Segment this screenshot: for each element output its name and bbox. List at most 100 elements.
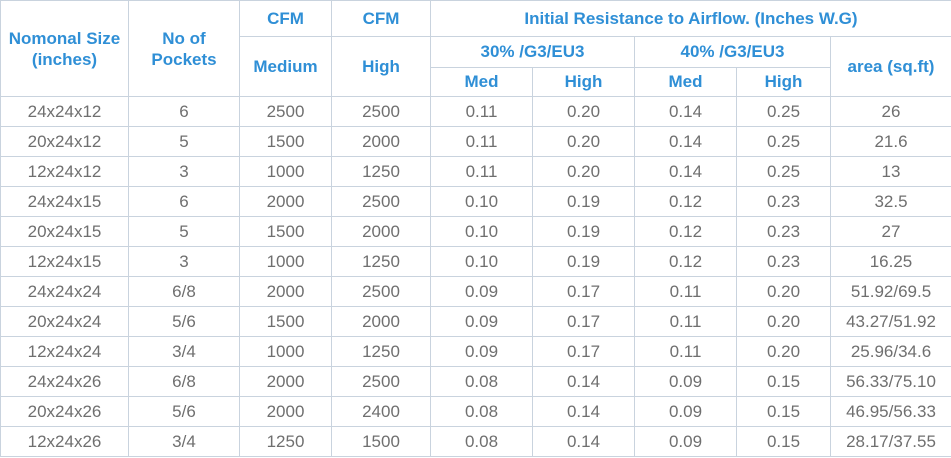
cell-res-40-med: 0.11	[634, 276, 737, 307]
cell-cfm-medium: 2000	[239, 366, 332, 397]
header-med-40: Med	[634, 67, 737, 97]
cell-res-30-high: 0.20	[532, 96, 635, 127]
cell-res-40-med: 0.12	[634, 246, 737, 277]
table-row: 20x24x15 5 1500 2000 0.10 0.19 0.12 0.23 27	[0, 216, 951, 247]
cell-res-40-med: 0.14	[634, 126, 737, 157]
cell-cfm-medium: 1500	[239, 216, 332, 247]
cell-res-30-med: 0.10	[430, 186, 533, 217]
cell-cfm-high: 1250	[331, 336, 431, 367]
cell-nominal-size: 20x24x15	[0, 216, 129, 247]
header-high-30: High	[532, 67, 635, 97]
cell-area: 25.96/34.6	[830, 336, 951, 367]
cell-res-40-high: 0.15	[736, 366, 831, 397]
cell-res-30-high: 0.19	[532, 246, 635, 277]
cell-pockets: 3	[128, 156, 240, 187]
cell-cfm-high: 2500	[331, 96, 431, 127]
cell-nominal-size: 12x24x24	[0, 336, 129, 367]
cell-res-40-high: 0.23	[736, 186, 831, 217]
table-row: 12x24x24 3/4 1000 1250 0.09 0.17 0.11 0.20 25.96…	[0, 336, 951, 367]
cell-cfm-medium: 1500	[239, 126, 332, 157]
cell-res-30-med: 0.10	[430, 246, 533, 277]
cell-area: 28.17/37.55	[830, 426, 951, 457]
table-row: 24x24x26 6/8 2000 2500 0.08 0.14 0.09 0.15 56.33…	[0, 366, 951, 397]
table-body: 24x24x12 6 2500 2500 0.11 0.20 0.14 0.25 26 20x24…	[0, 96, 951, 457]
cell-pockets: 5	[128, 216, 240, 247]
cell-res-40-med: 0.09	[634, 366, 737, 397]
table-row: 20x24x26 5/6 2000 2400 0.08 0.14 0.09 0.15 46.95…	[0, 396, 951, 427]
cell-res-30-med: 0.08	[430, 396, 533, 427]
cell-cfm-medium: 1000	[239, 246, 332, 277]
cell-area: 21.6	[830, 126, 951, 157]
cell-res-30-high: 0.14	[532, 396, 635, 427]
cell-res-30-med: 0.08	[430, 426, 533, 457]
cell-area: 27	[830, 216, 951, 247]
cell-res-40-high: 0.20	[736, 276, 831, 307]
header-cfm-medium-top: CFM	[239, 0, 332, 37]
cell-pockets: 5/6	[128, 396, 240, 427]
cell-nominal-size: 20x24x12	[0, 126, 129, 157]
header-group-30: 30% /G3/EU3	[430, 36, 635, 68]
cell-res-40-high: 0.25	[736, 126, 831, 157]
cell-cfm-high: 2500	[331, 186, 431, 217]
cell-res-30-high: 0.20	[532, 156, 635, 187]
cell-res-40-med: 0.14	[634, 156, 737, 187]
cell-cfm-high: 2000	[331, 126, 431, 157]
cell-res-30-med: 0.08	[430, 366, 533, 397]
cell-cfm-high: 2000	[331, 216, 431, 247]
cell-area: 13	[830, 156, 951, 187]
cell-res-40-high: 0.25	[736, 156, 831, 187]
cell-res-40-med: 0.09	[634, 396, 737, 427]
cell-area: 43.27/51.92	[830, 306, 951, 337]
cell-nominal-size: 20x24x24	[0, 306, 129, 337]
cell-area: 56.33/75.10	[830, 366, 951, 397]
cell-res-30-high: 0.17	[532, 336, 635, 367]
cell-area: 26	[830, 96, 951, 127]
table-row: 24x24x15 6 2000 2500 0.10 0.19 0.12 0.23 32.5	[0, 186, 951, 217]
cell-pockets: 6	[128, 186, 240, 217]
cell-cfm-medium: 2500	[239, 96, 332, 127]
cell-area: 46.95/56.33	[830, 396, 951, 427]
cell-pockets: 3/4	[128, 336, 240, 367]
cell-res-30-high: 0.20	[532, 126, 635, 157]
cell-res-30-med: 0.09	[430, 276, 533, 307]
cell-res-30-med: 0.11	[430, 156, 533, 187]
header-initial-resistance: Initial Resistance to Airflow. (Inches W…	[430, 0, 951, 37]
cell-area: 32.5	[830, 186, 951, 217]
header-cfm-high-top: CFM	[331, 0, 431, 37]
cell-cfm-medium: 2000	[239, 276, 332, 307]
cell-cfm-high: 1250	[331, 246, 431, 277]
header-high-40: High	[736, 67, 831, 97]
cell-pockets: 3/4	[128, 426, 240, 457]
cell-cfm-medium: 1250	[239, 426, 332, 457]
cell-cfm-high: 1250	[331, 156, 431, 187]
table-row: 12x24x26 3/4 1250 1500 0.08 0.14 0.09 0.15 28.17…	[0, 426, 951, 457]
table-row: 12x24x15 3 1000 1250 0.10 0.19 0.12 0.23 16.25	[0, 246, 951, 277]
cell-nominal-size: 20x24x26	[0, 396, 129, 427]
cell-res-30-high: 0.17	[532, 276, 635, 307]
header-cfm-high: High	[331, 36, 431, 97]
cell-nominal-size: 24x24x12	[0, 96, 129, 127]
cell-cfm-medium: 1000	[239, 156, 332, 187]
table-row: 12x24x12 3 1000 1250 0.11 0.20 0.14 0.25 13	[0, 156, 951, 187]
cell-res-40-high: 0.23	[736, 246, 831, 277]
cell-cfm-high: 2400	[331, 396, 431, 427]
cell-res-30-med: 0.11	[430, 126, 533, 157]
table-row: 24x24x12 6 2500 2500 0.11 0.20 0.14 0.25 26	[0, 96, 951, 127]
cell-cfm-high: 1500	[331, 426, 431, 457]
cell-cfm-medium: 1000	[239, 336, 332, 367]
cell-res-40-high: 0.20	[736, 306, 831, 337]
cell-pockets: 6	[128, 96, 240, 127]
cell-res-30-med: 0.09	[430, 336, 533, 367]
cell-res-40-med: 0.11	[634, 306, 737, 337]
cell-cfm-medium: 1500	[239, 306, 332, 337]
cell-area: 51.92/69.5	[830, 276, 951, 307]
cell-area: 16.25	[830, 246, 951, 277]
cell-nominal-size: 24x24x26	[0, 366, 129, 397]
cell-res-30-med: 0.09	[430, 306, 533, 337]
cell-res-30-med: 0.10	[430, 216, 533, 247]
cell-res-40-high: 0.20	[736, 336, 831, 367]
cell-res-40-high: 0.15	[736, 396, 831, 427]
cell-cfm-medium: 2000	[239, 396, 332, 427]
cell-res-40-high: 0.23	[736, 216, 831, 247]
